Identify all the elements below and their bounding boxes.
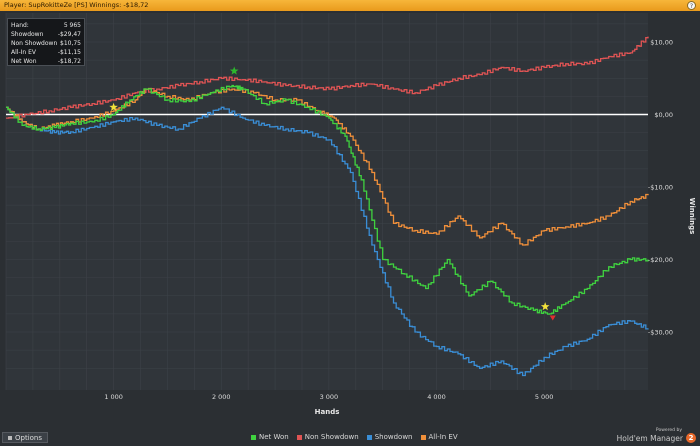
legend-item[interactable]: Showdown — [366, 433, 413, 441]
legend-item[interactable]: Non Showdown — [296, 433, 359, 441]
legend-label: Non Showdown — [304, 433, 359, 441]
stats-row: All-In EV -$11,15 — [11, 48, 81, 57]
stats-label: Net Won — [11, 58, 37, 65]
x-tick-label: 3 000 — [320, 393, 339, 401]
legend-label: Showdown — [374, 433, 413, 441]
stats-row: Hand: 5 965 — [11, 21, 81, 30]
stats-label: All-In EV — [11, 49, 36, 56]
y-tick-label: -$30,00 — [648, 329, 673, 337]
series-line-non-showdown — [6, 36, 649, 119]
stats-label: Non Showdown — [11, 40, 58, 47]
legend-label: All-In EV — [428, 433, 458, 441]
brand-name: Hold'em Manager — [616, 433, 683, 443]
title-bar: Player: SupRokitteZe [PS] Winnings: -$18… — [0, 0, 700, 11]
x-tick-layer: 1 000 2 000 3 000 4 000 5 000 — [104, 393, 553, 401]
stats-value: -$11,15 — [57, 49, 81, 56]
winnings-chart: $10,00 $0,00 -$10,00 -$20,00 -$30,00 1 000 2 … — [5, 13, 696, 416]
powered-by-text: Powered by — [655, 428, 682, 433]
help-icon[interactable]: ? — [687, 1, 696, 10]
stats-row: Non Showdown $10,75 — [11, 39, 81, 48]
series-layer — [6, 36, 649, 377]
stats-row: Net Won -$18,72 — [11, 57, 81, 66]
stats-row: Showdown -$29,47 — [11, 30, 81, 39]
brand-logo-icon: 2 — [686, 433, 696, 443]
marker-layer — [109, 66, 556, 321]
grid-layer — [5, 13, 648, 390]
footer: Options Net Won Non Showdown Showdown All-I… — [0, 428, 700, 446]
y-tick-layer: $10,00 $0,00 -$10,00 -$20,00 -$30,00 — [648, 39, 673, 337]
legend-swatch — [251, 434, 256, 440]
star-marker-icon — [229, 66, 239, 75]
stats-value: -$18,72 — [57, 58, 81, 65]
legend: Net Won Non Showdown Showdown All-In EV — [251, 433, 458, 441]
legend-swatch — [420, 434, 426, 440]
series-line-showdown — [6, 106, 649, 377]
title-text: Player: SupRokitteZe [PS] Winnings: -$18… — [4, 1, 149, 9]
y-tick-label: -$20,00 — [648, 256, 673, 264]
y-tick-label: -$10,00 — [648, 184, 673, 192]
legend-swatch — [296, 434, 302, 440]
legend-swatch — [366, 434, 372, 440]
y-axis-label: Winnings — [688, 198, 696, 235]
legend-item[interactable]: Net Won — [251, 433, 289, 441]
x-tick-label: 4 000 — [427, 393, 446, 401]
stats-value: $10,75 — [60, 40, 81, 47]
stats-box: Hand: 5 965 Showdown -$29,47 Non Showdown $10… — [7, 18, 85, 66]
legend-item[interactable]: All-In EV — [420, 433, 458, 441]
options-button[interactable]: Options — [2, 432, 49, 443]
stats-value: -$29,47 — [57, 31, 81, 38]
stats-label: Hand: — [11, 22, 29, 29]
brand: Powered by Hold'em Manager 2 — [617, 428, 696, 443]
x-axis-label: Hands — [315, 408, 340, 416]
star-marker-icon — [109, 102, 118, 111]
y-tick-label: $10,00 — [650, 39, 673, 47]
options-label: Options — [15, 434, 43, 442]
plot-background — [6, 13, 648, 390]
x-tick-label: 1 000 — [104, 393, 123, 401]
x-tick-label: 2 000 — [212, 393, 231, 401]
x-tick-label: 5 000 — [535, 393, 554, 401]
options-icon — [8, 436, 12, 440]
stats-label: Showdown — [11, 31, 44, 38]
y-tick-label: $0,00 — [654, 111, 673, 119]
triangle-marker-icon — [549, 315, 556, 321]
legend-label: Net Won — [259, 433, 289, 441]
stats-value: 5 965 — [63, 22, 81, 29]
series-line-net-won — [6, 84, 649, 315]
star-marker-icon — [540, 302, 550, 311]
